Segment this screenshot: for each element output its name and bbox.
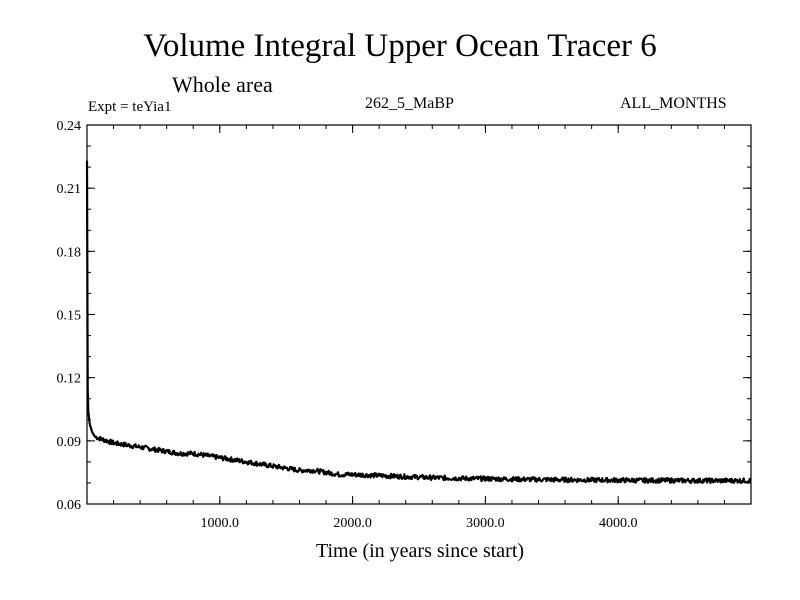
x-tick-label: 1000.0: [201, 516, 240, 531]
x-axis-label: Time (in years since start): [315, 540, 525, 562]
experiment-label: Expt = teYia1: [88, 99, 172, 115]
y-tick-label: 0.12: [57, 372, 82, 387]
y-tick-label: 0.24: [57, 119, 82, 134]
x-tick-label: 4000.0: [599, 516, 638, 531]
y-tick-label: 0.06: [57, 498, 82, 513]
chart-subtitle: Whole area: [172, 72, 273, 97]
plot-frame: [86, 124, 752, 505]
y-tick-label: 0.18: [57, 245, 82, 260]
x-tick-label: 2000.0: [333, 516, 372, 531]
x-tick-label: 3000.0: [466, 516, 505, 531]
tick-labels: 0.06 0.09 0.12 0.15 0.18 0.21 0.24 1000.0 2000.0…: [57, 119, 638, 531]
chart-title: Volume Integral Upper Ocean Tracer 6: [143, 28, 657, 64]
series-line-tracer-6: [85, 160, 752, 484]
y-tick-label: 0.15: [57, 309, 82, 324]
months-label: ALL_MONTHS: [620, 95, 727, 112]
run-label: 262_5_MaBP: [365, 95, 454, 112]
tick-marks: [87, 124, 751, 505]
y-tick-label: 0.09: [57, 435, 82, 450]
y-tick-label: 0.21: [57, 182, 82, 197]
